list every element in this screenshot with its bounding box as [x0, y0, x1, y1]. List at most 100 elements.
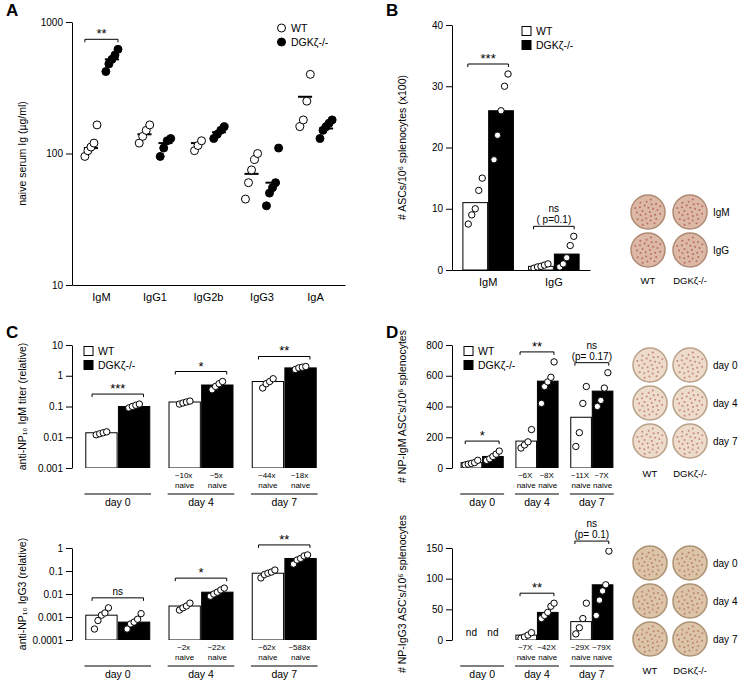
x-tick-label: IgM — [92, 291, 110, 303]
y-tick: 10 — [52, 340, 72, 351]
x-tick-label: day 4 — [188, 496, 214, 508]
well-spot — [661, 358, 663, 360]
y-tick-mark — [66, 640, 72, 641]
well-spot — [697, 630, 699, 632]
legend: WTDGKζ-/- — [522, 25, 574, 51]
well-spot — [692, 253, 694, 255]
y-tick: 1 — [57, 543, 72, 554]
well-spot — [653, 356, 655, 358]
panel-title: A — [6, 1, 18, 20]
well-spot — [695, 375, 697, 377]
well-spot — [646, 594, 648, 596]
well-spot — [694, 597, 696, 599]
y-tick-label: 30 — [432, 81, 444, 92]
bar — [592, 585, 613, 640]
well-spot — [697, 409, 699, 411]
x-tick: IgA — [307, 285, 324, 303]
y-tick: 10 — [52, 280, 72, 291]
well-spot — [648, 392, 650, 394]
y-tick-label: 0.01 — [44, 432, 64, 443]
well-spot — [639, 409, 641, 411]
well-spot — [647, 606, 649, 608]
significance-label: ** — [279, 343, 289, 358]
well-spot — [688, 552, 690, 554]
legend-swatch — [464, 347, 473, 356]
y-tick: 150 — [426, 543, 452, 554]
well-spot — [684, 224, 686, 226]
data-point — [596, 597, 602, 603]
well-spot — [641, 248, 643, 250]
data-point — [528, 426, 534, 432]
well-spot — [657, 630, 659, 632]
data-point — [187, 600, 193, 606]
well-spot — [695, 451, 697, 453]
data-point — [244, 179, 252, 187]
data-point — [593, 612, 599, 618]
well-spot — [648, 376, 650, 378]
significance-bracket — [92, 598, 143, 601]
y-tick-label: 400 — [426, 401, 443, 412]
well-spot — [688, 612, 690, 614]
image-column-label: DGKζ-/- — [673, 275, 707, 286]
well-spot — [652, 208, 654, 210]
well-spot — [641, 359, 643, 361]
well-spot — [644, 377, 646, 379]
well-spot — [692, 444, 694, 446]
well-spot — [651, 364, 653, 366]
well-spot — [636, 249, 638, 251]
well-spot — [688, 430, 690, 432]
well-spot — [647, 602, 649, 604]
well-spot — [679, 447, 681, 449]
image-column-label: DGKζ-/- — [673, 665, 707, 676]
y-tick-mark — [66, 154, 72, 155]
data-point — [476, 187, 482, 193]
well-spot — [696, 367, 698, 369]
well-spot — [678, 600, 680, 602]
y-tick-label: 0 — [437, 463, 443, 474]
well-spot — [688, 223, 690, 225]
well-spot — [661, 640, 663, 642]
y-axis-line — [72, 23, 73, 286]
well-spot — [684, 453, 686, 455]
y-tick-label: 1000 — [41, 17, 64, 28]
bar — [489, 111, 514, 270]
well-spot — [653, 630, 655, 632]
y-tick-label: 0.0001 — [32, 635, 63, 646]
y-tick: 100 — [426, 573, 452, 584]
bar — [516, 441, 537, 468]
well-spot — [649, 436, 651, 438]
well-spot — [634, 207, 636, 209]
group-underline — [84, 494, 151, 495]
well-spot — [638, 364, 640, 366]
y-tick-mark — [66, 437, 72, 438]
well-spot — [654, 399, 656, 401]
data-point — [254, 150, 262, 158]
significance-label: * — [480, 428, 485, 443]
bar — [592, 391, 613, 468]
well-spot — [683, 248, 685, 250]
well-spot — [681, 633, 683, 635]
well-spot — [688, 574, 690, 576]
data-point — [583, 383, 589, 389]
bar-note: ~8X naive — [538, 471, 558, 490]
well-spot — [638, 600, 640, 602]
significance-label: ns — [112, 586, 123, 597]
x-tick: IgG3 — [250, 285, 274, 303]
well-spot — [647, 442, 649, 444]
well-spot — [697, 592, 699, 594]
y-tick: 0.01 — [44, 432, 72, 443]
data-point — [545, 609, 551, 615]
data-point — [167, 135, 175, 143]
y-tick-mark — [66, 594, 72, 595]
well-spot — [679, 371, 681, 373]
image-row-label: IgG — [713, 245, 729, 256]
well-spot — [648, 628, 650, 630]
well-spot — [688, 392, 690, 394]
data-point — [272, 567, 278, 573]
well-spot — [694, 635, 696, 637]
well-spot — [684, 377, 686, 379]
well-spot — [698, 560, 700, 562]
well-spot — [693, 203, 695, 205]
y-tick-mark — [446, 345, 452, 346]
well-spot — [701, 243, 703, 245]
